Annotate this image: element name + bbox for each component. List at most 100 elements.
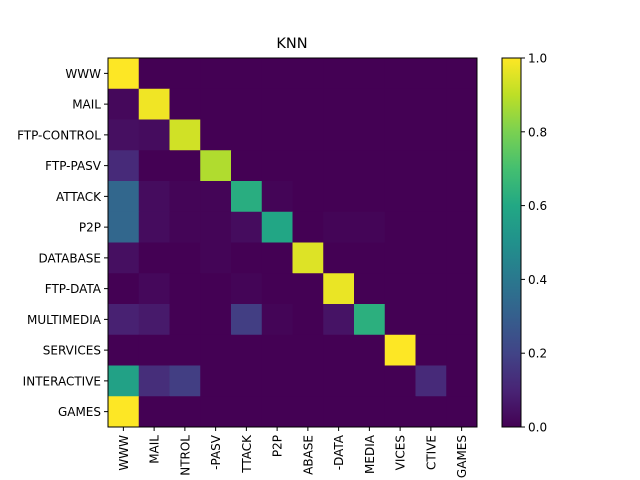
heatmap-cell [169,181,201,213]
heatmap-cell [200,334,232,366]
heatmap-cell [384,242,416,274]
heatmap-cell [354,88,386,120]
heatmap-cell [384,181,416,213]
heatmap-cell [169,304,201,336]
x-axis-ticks: WWW MAIL NTROL -PASV TTACK P2P ABASE -DATA MEDIA… [117,427,469,478]
x-tick-label: WWW [117,435,131,471]
heatmap-cell [384,88,416,120]
y-tick-label: FTP-DATA [45,282,102,296]
heatmap-cell [108,88,140,120]
heatmap-cell [231,211,263,243]
heatmap-cell [108,181,140,213]
heatmap-cell [384,119,416,151]
x-tick-label: GAMES [455,435,469,478]
heatmap-cell [384,396,416,428]
heatmap-cell [292,365,324,397]
heatmap-cell [446,181,478,213]
heatmap-cell [231,273,263,305]
y-tick-label: MULTIMEDIA [27,313,102,327]
heatmap-cell [231,119,263,151]
heatmap-cell [200,181,232,213]
y-tick-label: FTP-CONTROL [17,128,101,142]
heatmap-cell [138,211,170,243]
heatmap-cell [415,58,447,90]
heatmap-cell [323,304,355,336]
heatmap-cell [261,181,293,213]
heatmap-cell [261,58,293,90]
heatmap-cell [138,88,170,120]
heatmap-cell [384,58,416,90]
heatmap-cell [354,211,386,243]
heatmap-cell [138,242,170,274]
y-tick-label: GAMES [58,405,101,419]
heatmap-cell [384,334,416,366]
heatmap-cell [231,304,263,336]
heatmap-cell [261,211,293,243]
heatmap-cell [261,150,293,182]
heatmap-cell [261,273,293,305]
heatmap-cell [231,396,263,428]
x-tick-label: MAIL [148,435,162,464]
heatmap-cell [415,150,447,182]
heatmap-cell [169,334,201,366]
heatmap-cell [108,119,140,151]
heatmap-cell [415,119,447,151]
y-tick-label: DATABASE [38,251,101,265]
y-tick-label: INTERACTIVE [23,374,101,388]
heatmap-cell [415,304,447,336]
heatmap-cell [108,150,140,182]
colorbar [502,58,521,427]
heatmap-cell [231,242,263,274]
heatmap-cell [261,304,293,336]
heatmap-cell [200,211,232,243]
heatmap-cell [138,58,170,90]
colorbar-tick-label: 0.8 [528,125,547,139]
heatmap-cell [292,58,324,90]
heatmap-cell [138,181,170,213]
heatmap-cell [261,119,293,151]
heatmap-cell [354,334,386,366]
heatmap-cell [169,365,201,397]
heatmap-cell [354,242,386,274]
y-axis-ticks: WWW MAIL FTP-CONTROL FTP-PASV ATTACK P2P DATAB… [17,67,108,419]
heatmap-cell [138,365,170,397]
heatmap-cell [169,150,201,182]
heatmap-cell [384,273,416,305]
heatmap-cell [169,88,201,120]
heatmap-cell [138,304,170,336]
colorbar-tick-label: 0.2 [528,347,547,361]
heatmap-cell [292,181,324,213]
heatmap-cell [384,150,416,182]
heatmap-cell [446,88,478,120]
heatmap-cell [415,181,447,213]
heatmap-cell [231,58,263,90]
heatmap-cell [108,396,140,428]
heatmap-cell [108,58,140,90]
heatmap-cell [446,242,478,274]
heatmap-cell [354,365,386,397]
heatmap-cell [415,242,447,274]
heatmap-cell [446,304,478,336]
heatmap-cell [261,88,293,120]
heatmap-cell [261,242,293,274]
heatmap-cell [446,58,478,90]
heatmap-cell [108,334,140,366]
heatmap-cell [323,211,355,243]
heatmap-cell [323,150,355,182]
heatmap-cell [446,334,478,366]
heatmap-cell [292,334,324,366]
heatmap-cell [108,304,140,336]
heatmap-cell [446,150,478,182]
x-tick-label: VICES [394,435,408,470]
heatmap-cell [354,273,386,305]
chart-title: KNN [276,36,307,52]
heatmap-cell [384,365,416,397]
heatmap-cell [138,334,170,366]
heatmap-cell [446,211,478,243]
x-tick-label: -PASV [209,434,223,470]
heatmap-cell [261,334,293,366]
y-tick-label: MAIL [72,98,101,112]
heatmap-cell [415,273,447,305]
colorbar-tick-label: 1.0 [528,52,547,66]
